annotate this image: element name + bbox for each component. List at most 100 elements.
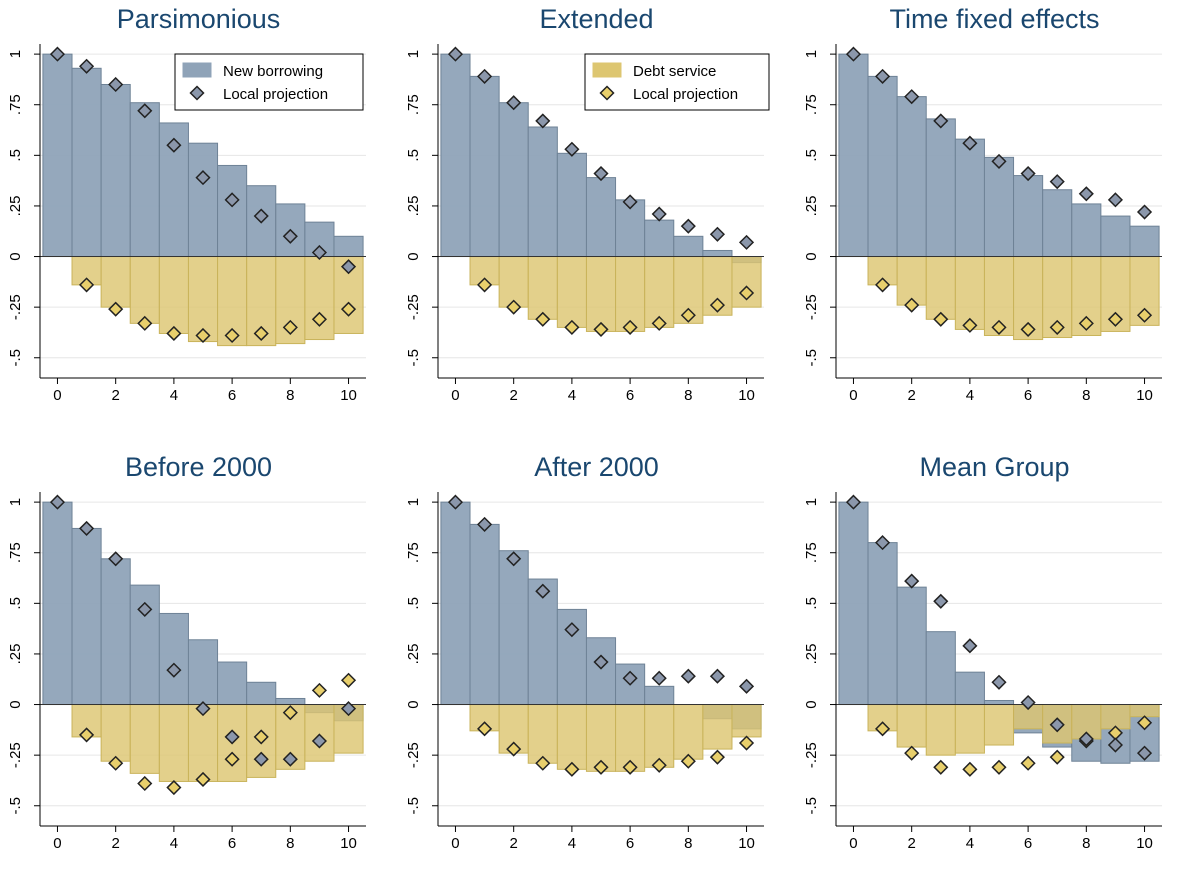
x-tick-label: 0: [53, 387, 61, 404]
bar-debt-service: [129, 256, 160, 324]
marker-lp-borrowing: [1049, 717, 1065, 733]
x-tick-label: 8: [1082, 835, 1090, 852]
marker-lp-debt: [166, 325, 182, 342]
marker-lp-debt: [933, 759, 949, 775]
marker-lp-debt: [282, 705, 298, 721]
bar-new-borrowing: [585, 177, 617, 258]
bar-debt-service: [527, 704, 558, 764]
bar-new-borrowing: [440, 53, 471, 258]
y-tick-label: .25: [7, 196, 24, 217]
bar-new-borrowing: [527, 578, 558, 706]
marker-lp-borrowing: [845, 494, 862, 510]
marker-lp-borrowing: [1136, 745, 1153, 761]
x-tick-label: 4: [170, 835, 178, 852]
marker-lp-borrowing: [622, 194, 638, 210]
x-tick-label: 2: [112, 835, 120, 852]
marker-lp-debt: [991, 759, 1007, 775]
plot-area: 1 .75 .5 .25 0 -.25 -.5 0 2 4 6 8 10 Debt service Loca…: [405, 44, 770, 404]
bar-new-borrowing: [275, 697, 306, 706]
bar-new-borrowing: [100, 83, 131, 258]
marker-lp-borrowing: [49, 494, 66, 510]
bar-new-borrowing: [129, 102, 160, 258]
y-tick-label: .25: [803, 644, 820, 665]
panel-after-2000: After 2000 1 .75 .5 .25 0 -.25 -.5 0 2 4 6 8 10: [398, 448, 795, 874]
y-tick-label: -.25: [405, 294, 422, 320]
marker-lp-borrowing: [1107, 192, 1123, 208]
bar-debt-service: [556, 704, 587, 770]
bar-new-borrowing: [1100, 215, 1131, 258]
marker-lp-borrowing: [311, 244, 327, 261]
marker-lp-borrowing: [253, 208, 269, 224]
marker-lp-debt: [137, 315, 153, 331]
bar-debt-service: [527, 256, 558, 320]
marker-lp-debt: [79, 727, 95, 743]
marker-lp-debt: [593, 759, 609, 775]
marker-lp-debt: [195, 771, 211, 788]
marker-lp-borrowing: [680, 218, 696, 234]
marker-lp-debt: [962, 317, 978, 333]
marker-lp-borrowing: [535, 583, 551, 599]
marker-lp-borrowing: [564, 622, 580, 638]
marker-lp-borrowing: [166, 662, 182, 678]
bar-new-borrowing: [527, 126, 558, 258]
y-tick-label: .75: [7, 94, 24, 115]
marker-lp-borrowing: [1078, 731, 1094, 747]
bar-new-borrowing: [644, 685, 675, 706]
bar-new-borrowing: [246, 681, 277, 706]
y-tick-label: 1: [405, 50, 422, 58]
y-tick-label: 1: [803, 50, 820, 58]
marker-lp-borrowing: [875, 535, 891, 551]
marker-lp-borrowing: [1136, 204, 1153, 220]
marker-lp-debt: [166, 779, 182, 796]
marker-lp-borrowing: [991, 153, 1007, 169]
marker-lp-debt: [680, 753, 696, 769]
marker-lp-debt: [224, 327, 240, 344]
marker-lp-debt: [904, 745, 920, 761]
bar-debt-service: [333, 256, 364, 334]
marker-lp-borrowing: [253, 751, 269, 767]
marker-lp-debt: [108, 755, 124, 771]
marker-lp-borrowing: [282, 751, 298, 767]
y-tick-label: .25: [405, 196, 422, 217]
marker-lp-borrowing: [593, 654, 609, 670]
marker-lp-debt: [311, 311, 327, 327]
marker-lp-debt: [564, 319, 580, 335]
bar-new-borrowing: [1071, 203, 1102, 258]
y-tick-label: 1: [7, 50, 24, 58]
panel-mean-group: Mean Group 1 .75 .5 .25 0 -.25 -.5 0 2 4 6 8 10: [796, 448, 1193, 874]
y-tick-label: .5: [803, 597, 820, 610]
y-tick-label: 1: [7, 498, 24, 506]
y-tick-label: 0: [405, 252, 422, 260]
y-tick-label: 0: [7, 700, 24, 708]
bar-new-borrowing: [498, 102, 529, 258]
x-tick-label: 6: [1024, 387, 1032, 404]
bar-debt-service: [129, 704, 160, 774]
marker-lp-debt: [1136, 307, 1153, 323]
bar-debt-service: [615, 256, 646, 332]
marker-lp-borrowing: [709, 668, 725, 684]
marker-lp-borrowing: [904, 89, 920, 105]
bar-debt-service: [585, 256, 617, 332]
bar-new-borrowing: [925, 631, 956, 706]
marker-lp-debt: [962, 761, 978, 777]
marker-lp-debt: [506, 299, 522, 315]
x-tick-label: 2: [510, 835, 518, 852]
marker-lp-borrowing: [904, 573, 920, 589]
bar-new-borrowing: [1013, 175, 1044, 258]
plot-area: 1 .75 .5 .25 0 -.25 -.5 0 2 4 6 8 10: [803, 492, 1162, 852]
panel-before-2000: Before 2000 1 .75 .5 .25 0 -.25 -.5 0 2 4 6 8 10: [0, 448, 397, 874]
x-tick-label: 8: [286, 387, 294, 404]
x-tick-label: 6: [228, 835, 236, 852]
bar-new-borrowing: [498, 550, 529, 706]
bar-new-borrowing: [838, 501, 869, 706]
marker-lp-borrowing: [622, 670, 638, 686]
y-tick-label: -.5: [7, 797, 24, 815]
bar-new-borrowing: [896, 96, 927, 258]
marker-lp-borrowing: [1020, 165, 1036, 182]
legend-marker-label: Local projection: [223, 86, 328, 103]
marker-lp-borrowing: [1049, 174, 1065, 190]
bar-new-borrowing: [187, 142, 219, 258]
y-tick-label: .5: [7, 149, 24, 162]
marker-lp-borrowing: [224, 729, 240, 745]
y-tick-label: .25: [803, 196, 820, 217]
